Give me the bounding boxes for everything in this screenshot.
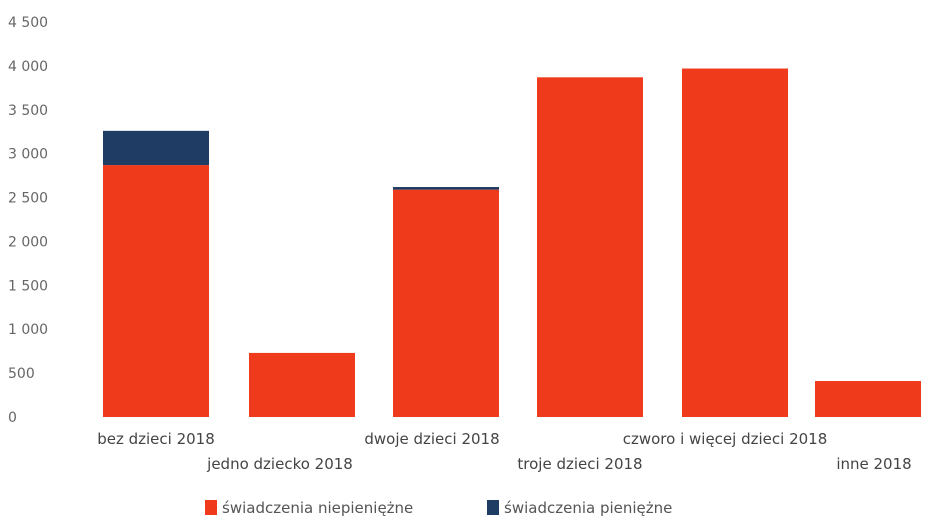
y-tick-label: 2 500 [8, 191, 48, 207]
bar-pieniezne [103, 130, 209, 166]
bar-pieniezne [393, 187, 499, 190]
bar-niepieniezne [815, 381, 921, 417]
y-tick-label: 500 [8, 366, 35, 382]
y-axis: 0 500 1 000 1 500 2 000 2 500 3 000 3 500 4 000 4… [8, 15, 48, 426]
bars [103, 68, 921, 418]
bar-niepieniezne [103, 165, 209, 417]
legend-label-pieniezne: świadczenia pieniężne [504, 499, 672, 517]
y-tick-label: 0 [8, 410, 17, 426]
y-tick-label: 2 000 [8, 234, 48, 250]
x-axis-labels: bez dzieci 2018 jedno dziecko 2018 dwoje d… [97, 430, 911, 473]
legend-swatch-pieniezne [487, 500, 499, 515]
x-tick-label: troje dzieci 2018 [517, 455, 642, 473]
legend-swatch-niepieniezne [205, 500, 217, 515]
bar-niepieniezne [249, 352, 355, 417]
legend: świadczenia niepieniężne świadczenia pie… [205, 499, 672, 517]
y-tick-label: 1 000 [8, 322, 48, 338]
bar-niepieniezne [682, 68, 788, 418]
y-tick-label: 4 000 [8, 59, 48, 75]
y-tick-label: 3 500 [8, 103, 48, 119]
x-tick-label: inne 2018 [836, 455, 911, 473]
bar-niepieniezne [393, 189, 499, 417]
x-tick-label: bez dzieci 2018 [97, 430, 215, 448]
bar-niepieniezne [537, 77, 643, 418]
y-tick-label: 1 500 [8, 278, 48, 294]
y-tick-label: 3 000 [8, 147, 48, 163]
x-tick-label: dwoje dzieci 2018 [364, 430, 499, 448]
legend-label-niepieniezne: świadczenia niepieniężne [222, 499, 413, 517]
x-tick-label: czworo i więcej dzieci 2018 [623, 430, 828, 448]
y-tick-label: 4 500 [8, 15, 48, 31]
x-tick-label: jedno dziecko 2018 [206, 455, 353, 473]
